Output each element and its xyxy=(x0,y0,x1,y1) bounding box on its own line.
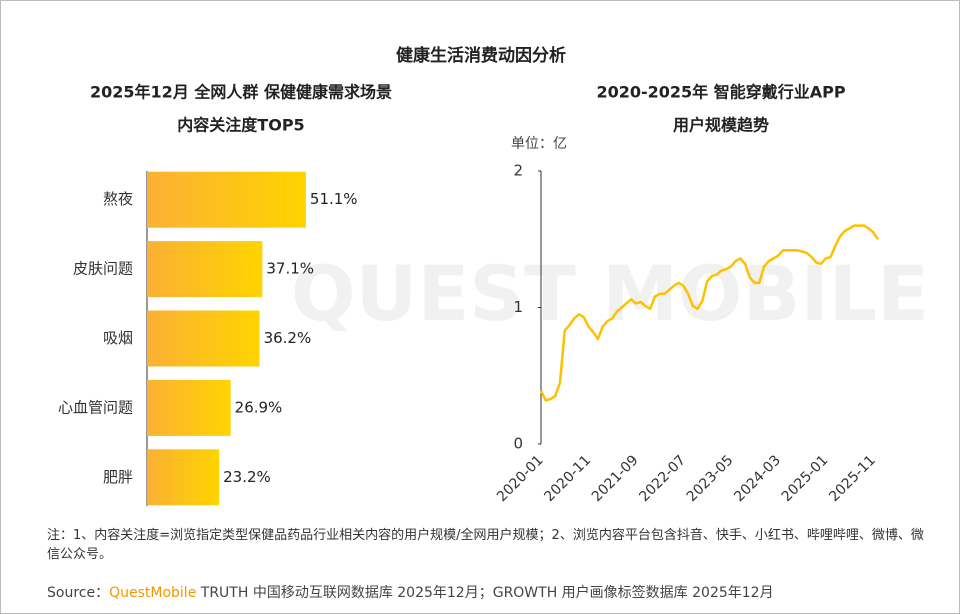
x-tick-label: 2023-05 xyxy=(684,452,737,505)
x-tick-label: 2024-03 xyxy=(731,452,784,505)
source-label: Source： xyxy=(47,585,110,601)
bar xyxy=(147,310,260,367)
chart-title: 用户规模趋势 xyxy=(673,116,769,135)
y-tick-label: 肥胖 xyxy=(103,468,133,486)
chart-title: 内容关注度TOP5 xyxy=(177,116,304,135)
y-tick-label: 2 xyxy=(513,162,523,180)
x-tick-label: 2022-07 xyxy=(636,452,689,505)
y-tick-label: 吸烟 xyxy=(103,329,133,347)
y-tick-label: 1 xyxy=(513,298,523,316)
y-tick-label: 皮肤问题 xyxy=(73,260,133,278)
bar xyxy=(147,241,263,298)
data-label: 26.9% xyxy=(235,398,283,416)
data-label: 23.2% xyxy=(223,468,271,486)
data-label: 51.1% xyxy=(310,190,358,208)
x-tick-label: 2020-11 xyxy=(541,452,594,505)
x-tick-label: 2020-01 xyxy=(494,452,547,505)
x-tick-label: 2025-01 xyxy=(779,452,832,505)
page-title: 健康生活消费动因分析 xyxy=(396,45,566,66)
x-tick-label: 2025-11 xyxy=(826,452,879,505)
data-label: 37.1% xyxy=(266,260,314,278)
axis-label: 单位：亿 xyxy=(511,136,567,152)
data-label: 36.2% xyxy=(264,329,312,347)
source-brand: QuestMobile xyxy=(109,585,197,601)
line xyxy=(539,224,880,402)
watermark: QUEST MOBILE xyxy=(291,249,929,338)
bar xyxy=(147,171,306,228)
note: 注：1、内容关注度=浏览指定类型保健品药品行业相关内容的用户规模/全网用户规模；… xyxy=(47,528,924,562)
chart-title: 2020-2025年 智能穿戴行业APP xyxy=(596,83,845,102)
bar xyxy=(147,449,220,506)
chart: QUEST MOBILE 健康生活消费动因分析 2025年12月 全网人群 保健… xyxy=(58,45,929,506)
source: Source：QuestMobile TRUTH 中国移动互联网数据库 2025… xyxy=(47,582,774,602)
bar xyxy=(147,379,231,436)
x-tick-label: 2021-09 xyxy=(589,452,642,505)
y-tick-label: 0 xyxy=(513,435,523,453)
y-tick-label: 熬夜 xyxy=(103,190,133,208)
y-tick-label: 心血管问题 xyxy=(58,398,133,416)
source-text: TRUTH 中国移动互联网数据库 2025年12月；GROWTH 用户画像标签数… xyxy=(200,585,774,601)
chart-title: 2025年12月 全网人群 保健健康需求场景 xyxy=(90,83,392,102)
